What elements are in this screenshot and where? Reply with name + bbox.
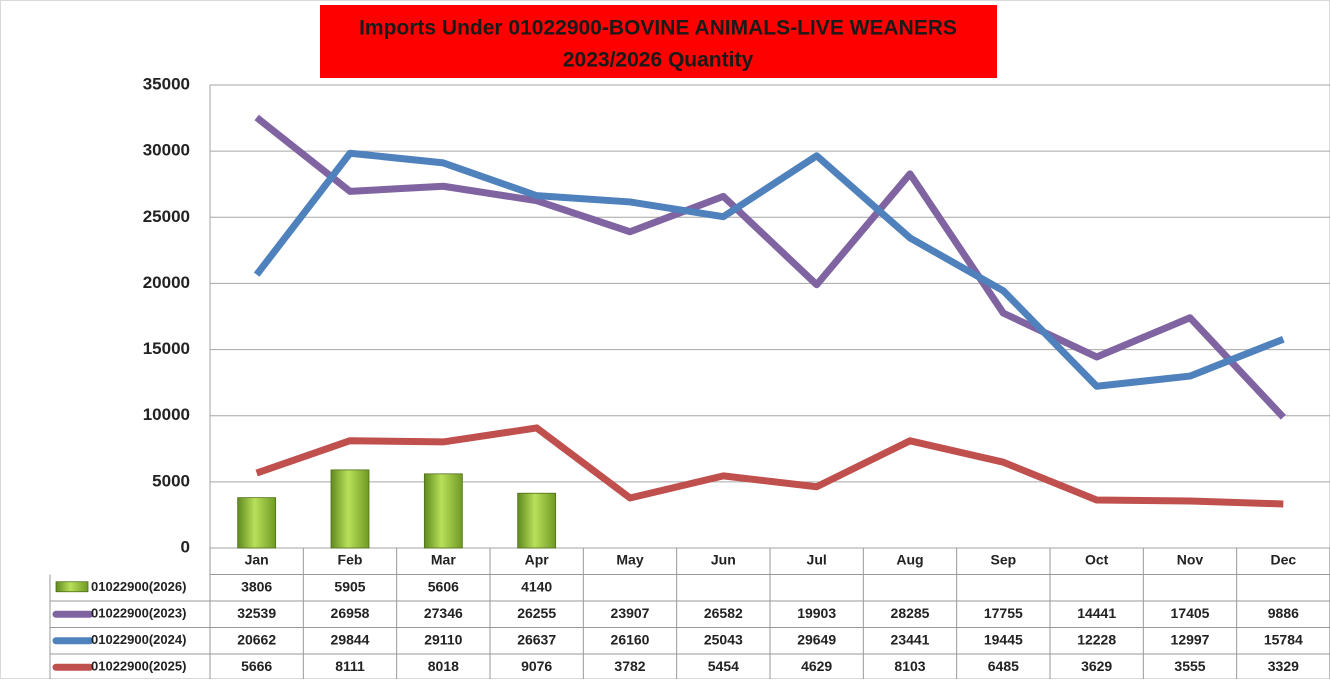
table-value: 4629 — [801, 658, 832, 674]
table-value: 5454 — [708, 658, 739, 674]
legend-label: 01022900(2023) — [91, 606, 186, 621]
table-value: 28285 — [891, 605, 930, 621]
bar — [237, 497, 277, 549]
table-value: 12997 — [1171, 631, 1210, 647]
table-value: 5905 — [334, 578, 365, 594]
legend-label: 01022900(2024) — [91, 632, 186, 647]
table-value: 3806 — [241, 578, 272, 594]
table-value: 8103 — [894, 658, 925, 674]
x-tick-label: Aug — [896, 552, 923, 568]
table-value: 3329 — [1268, 658, 1299, 674]
y-tick-label: 15000 — [143, 339, 190, 358]
table-value: 6485 — [988, 658, 1019, 674]
x-tick-label: Mar — [431, 552, 456, 568]
table-value: 26582 — [704, 605, 743, 621]
table-value: 17405 — [1171, 605, 1210, 621]
y-tick-label: 0 — [181, 537, 190, 556]
bar — [423, 473, 463, 549]
table-value: 29110 — [424, 631, 462, 647]
table-value: 8018 — [428, 658, 459, 674]
table-value: 12228 — [1077, 631, 1116, 647]
table-value: 26637 — [517, 631, 556, 647]
table-value: 17755 — [984, 605, 1023, 621]
y-tick-label: 5000 — [152, 471, 190, 490]
x-tick-label: Dec — [1270, 552, 1296, 568]
legend-swatch — [55, 581, 89, 593]
table-value: 32539 — [237, 605, 276, 621]
x-tick-label: Jan — [245, 552, 269, 568]
table-value: 27346 — [424, 605, 463, 621]
table-value: 15784 — [1264, 631, 1303, 647]
legend-label: 01022900(2025) — [91, 659, 186, 674]
table-value: 3555 — [1174, 658, 1205, 674]
x-tick-label: Apr — [525, 552, 550, 568]
x-tick-label: Jun — [711, 552, 736, 568]
table-value: 20662 — [237, 631, 276, 647]
bar — [517, 492, 557, 549]
table-value: 29649 — [797, 631, 836, 647]
table-value: 3629 — [1081, 658, 1112, 674]
table-value: 19445 — [984, 631, 1023, 647]
y-tick-label: 10000 — [143, 405, 190, 424]
x-tick-label: Jul — [807, 552, 827, 568]
table-value: 4140 — [521, 578, 552, 594]
table-value: 26255 — [517, 605, 556, 621]
table-value: 25043 — [704, 631, 743, 647]
table-value: 8111 — [335, 658, 365, 674]
table-value: 3782 — [614, 658, 645, 674]
table-value: 23441 — [891, 631, 930, 647]
bar — [330, 469, 370, 549]
table-value: 19903 — [797, 605, 836, 621]
x-tick-label: Feb — [338, 552, 363, 568]
y-tick-label: 35000 — [143, 74, 190, 93]
table-value: 29844 — [331, 631, 370, 647]
table-value: 5666 — [241, 658, 272, 674]
chart-title: Imports Under 01022900-BOVINE ANIMALS-LI… — [359, 17, 957, 40]
table-value: 9076 — [521, 658, 552, 674]
y-tick-label: 30000 — [143, 141, 190, 160]
x-tick-label: Oct — [1085, 552, 1109, 568]
line — [253, 149, 1285, 390]
chart-title: 2023/2026 Quantity — [563, 49, 754, 72]
y-tick-label: 20000 — [143, 273, 190, 292]
table-value: 14441 — [1077, 605, 1116, 621]
x-tick-label: May — [616, 552, 643, 568]
legend-label: 01022900(2026) — [91, 579, 186, 594]
table-value: 26958 — [331, 605, 370, 621]
table-value: 9886 — [1268, 605, 1299, 621]
x-tick-label: Nov — [1177, 552, 1204, 568]
title-box — [320, 5, 997, 78]
x-tick-label: Sep — [990, 552, 1016, 568]
table-value: 23907 — [611, 605, 650, 621]
y-tick-label: 25000 — [143, 207, 190, 226]
table-value: 26160 — [611, 631, 650, 647]
table-value: 5606 — [428, 578, 459, 594]
line — [254, 114, 1286, 420]
line — [255, 424, 1284, 508]
